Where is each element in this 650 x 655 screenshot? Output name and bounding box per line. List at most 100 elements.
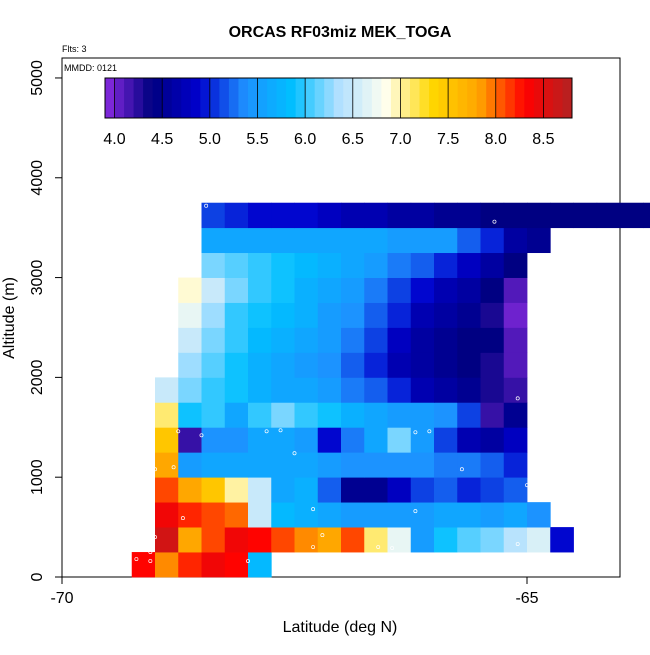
colorbar-swatch [105,78,116,118]
colorbar-tick-label: 5.0 [199,131,221,148]
heatmap-cell [410,202,435,229]
heatmap-cell [271,327,295,353]
heatmap-cell [271,302,295,328]
sample-point [525,483,529,488]
heatmap-cell [201,327,226,353]
heatmap-cell [364,302,388,328]
heatmap-cell [178,477,202,503]
colorbar-swatch [133,78,144,118]
heatmap-cell [457,352,481,378]
sample-point [153,535,157,540]
heatmap-cell [294,277,319,303]
heatmap-cell [457,452,481,478]
heatmap-cell [224,202,249,229]
heatmap-cell [317,302,342,328]
heatmap-cell [364,202,388,229]
heatmap-cell [178,502,202,528]
heatmap-cell [457,427,481,453]
sample-point [413,430,418,435]
heatmap-cell [294,502,319,528]
y-tick-label: 3000 [29,260,46,296]
colorbar-swatch [495,78,506,118]
heatmap-cell [550,202,574,229]
heatmap-cell [178,402,202,428]
heatmap-cell [341,527,365,553]
heatmap-cell [480,527,505,553]
heatmap-cell [434,302,458,328]
sample-point [148,559,153,563]
heatmap-cell [410,227,435,254]
heatmap-cell [503,402,528,428]
heatmap-cell [503,427,528,453]
heatmap-cell [248,377,272,403]
colorbar-swatch [181,78,192,118]
heatmap-cell [201,377,226,403]
heatmap-cell [201,252,226,278]
heatmap-cell [271,227,295,254]
heatmap-cell [341,352,365,378]
heatmap-cell [387,427,412,453]
sample-point [390,546,395,551]
heatmap-cell [364,377,388,403]
heatmap-cell [317,527,342,553]
heatmap-cell [387,502,412,528]
sample-point [427,429,432,434]
colorbar-tick-label: 7.5 [437,131,459,148]
heatmap-cell [457,527,481,553]
sample-point [459,467,464,472]
colorbar-swatch [200,78,211,118]
chart-title: ORCAS RF03miz MEK_TOGA [229,24,452,41]
sample-point [153,467,157,472]
heatmap-cell [201,502,226,528]
heatmap-cell [364,452,388,478]
heatmap-cell [201,527,226,553]
colorbar-swatch [562,78,573,118]
sample-points [134,203,548,563]
sample-point [199,433,204,438]
heatmap-cell [527,527,551,553]
heatmap-cell [294,477,319,503]
colorbar-swatch [143,78,154,118]
heatmap-cell [224,502,249,528]
heatmap-cell [527,502,551,528]
heatmap-cell [155,502,179,528]
heatmap-cell [224,402,249,428]
heatmap-cell [248,202,272,229]
heatmap-cell [317,327,342,353]
colorbar-tick-label: 7.0 [389,131,411,148]
heatmap-cell [155,427,179,453]
heatmap-cell [317,277,342,303]
sample-point [278,428,283,433]
heatmap-cell [271,352,295,378]
heatmap-cell [294,527,319,553]
heatmap-cell [317,477,342,503]
heatmap-cell [503,352,528,378]
colorbar-swatch [286,78,297,118]
colorbar-swatch [124,78,135,118]
heatmap-cell [317,502,342,528]
heatmap-cell [364,227,388,254]
colorbar-swatch [228,78,239,118]
heatmap-cell [457,252,481,278]
heatmap-cell [341,402,365,428]
heatmap-cell [317,202,342,229]
heatmap-cell [248,277,272,303]
heatmap-cell [457,477,481,503]
heatmap-cell [201,302,226,328]
heatmap-cell [317,427,342,453]
heatmap-cell [294,302,319,328]
heatmap-cell [271,502,295,528]
heatmap-cell [271,402,295,428]
heatmap-cell [224,227,249,254]
date-annotation: MMDD: 0121 [64,63,117,73]
sample-point [311,507,316,512]
heatmap-cell [457,202,481,229]
heatmap-cell [294,427,319,453]
heatmap-cell [527,227,551,254]
heatmap-cell [503,302,528,328]
colorbar-swatch [457,78,468,118]
heatmap-cell [387,302,412,328]
heatmap-cell [294,452,319,478]
heatmap-cell [248,527,272,553]
colorbar-swatch [247,78,258,118]
